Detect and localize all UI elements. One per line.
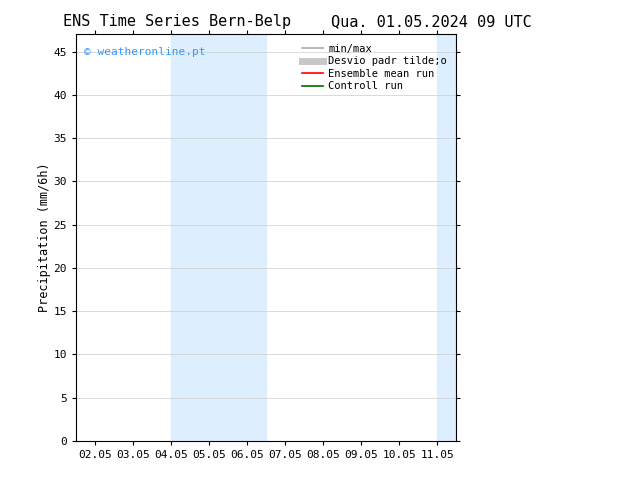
Text: © weatheronline.pt: © weatheronline.pt	[84, 47, 205, 56]
Legend: min/max, Desvio padr tilde;o, Ensemble mean run, Controll run: min/max, Desvio padr tilde;o, Ensemble m…	[298, 40, 451, 96]
Text: ENS Time Series Bern-Belp: ENS Time Series Bern-Belp	[63, 14, 292, 29]
Bar	[228, 34, 266, 441]
Bar	[437, 34, 456, 441]
Y-axis label: Precipitation (mm/6h): Precipitation (mm/6h)	[38, 163, 51, 313]
Text: Qua. 01.05.2024 09 UTC: Qua. 01.05.2024 09 UTC	[331, 14, 531, 29]
Bar	[171, 34, 228, 441]
